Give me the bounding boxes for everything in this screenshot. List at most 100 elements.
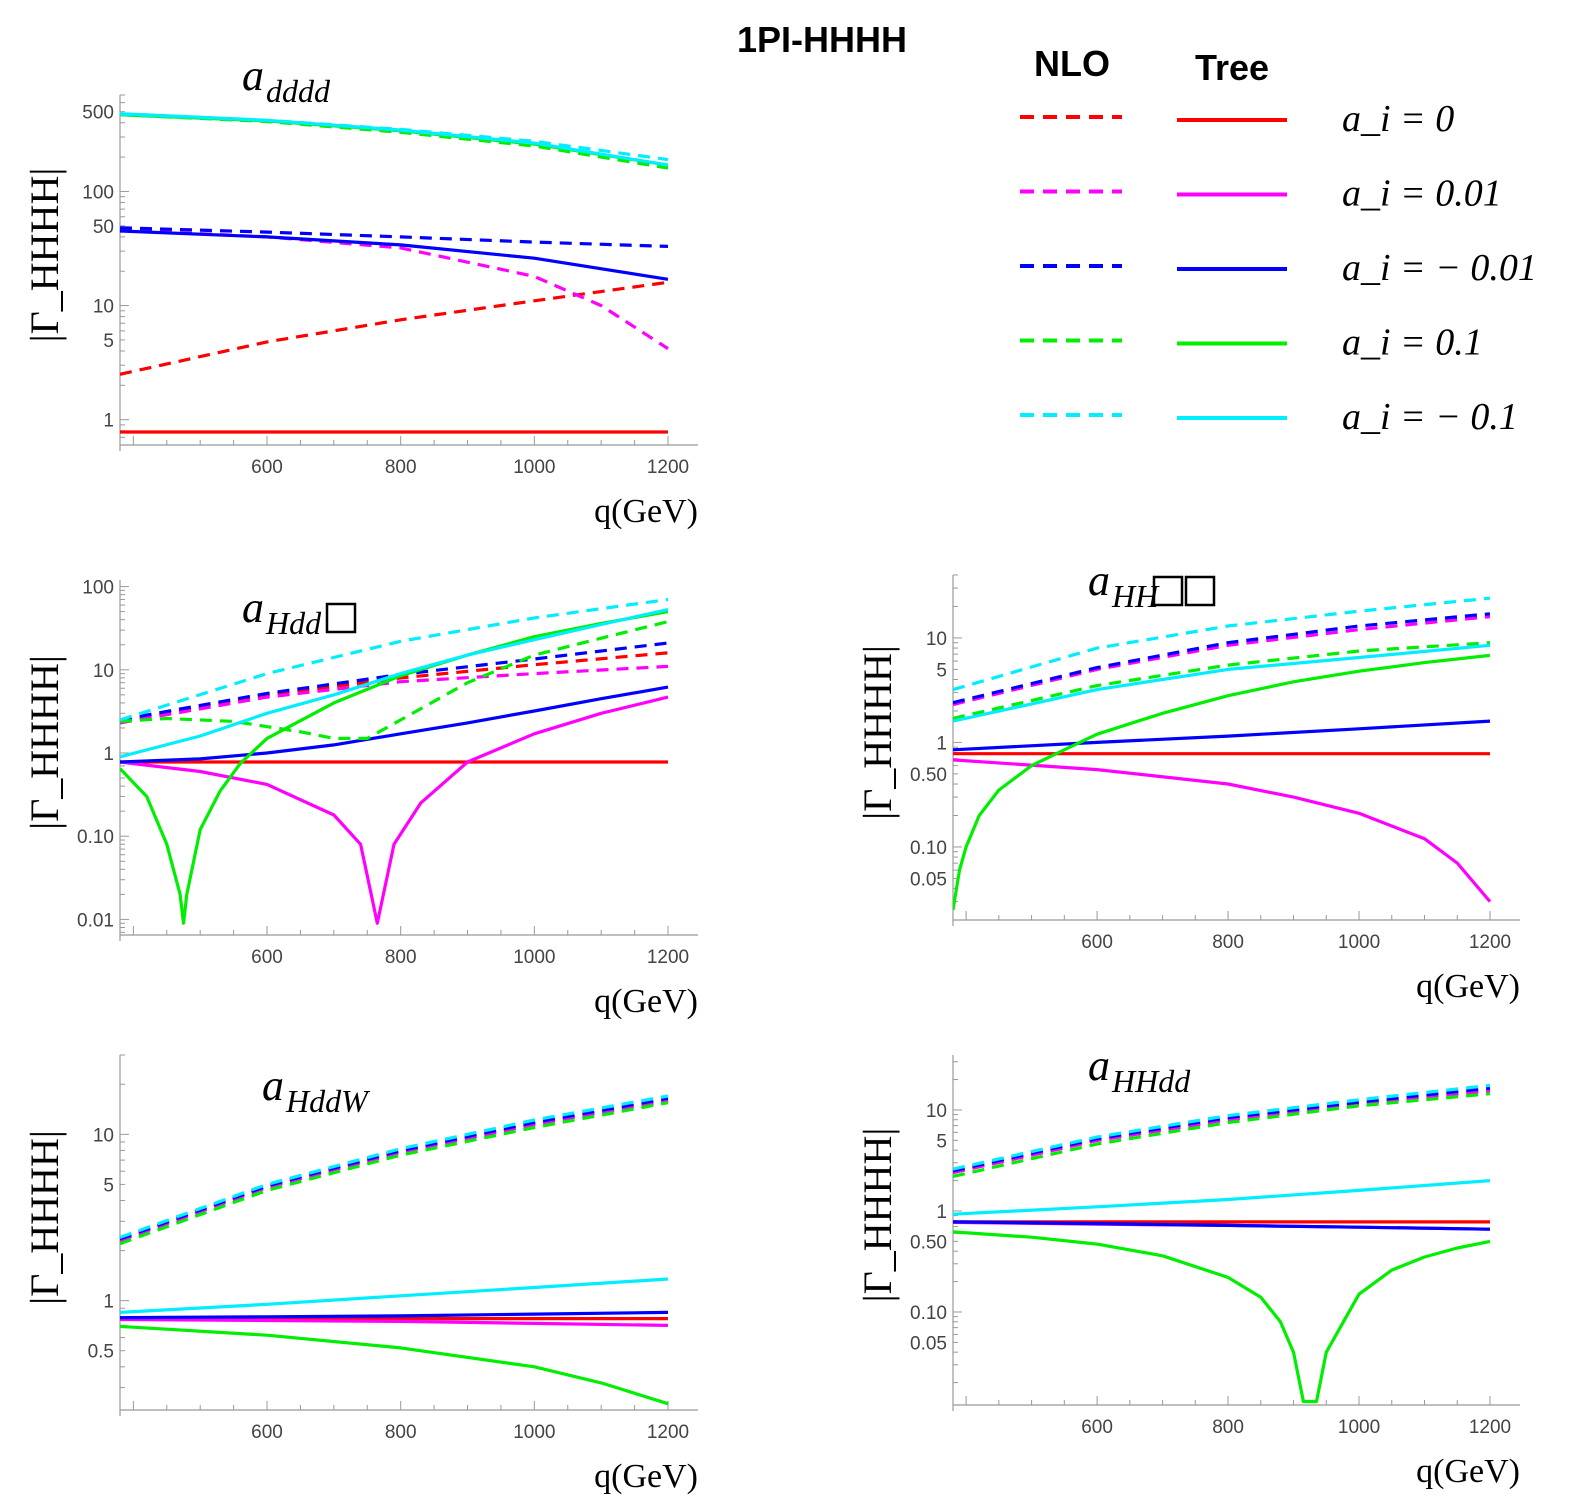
y-tick-label: 10 [93, 1125, 114, 1146]
series-group [953, 596, 1492, 911]
title-box-symbol [325, 602, 357, 634]
y-tick-label: 0.05 [910, 1333, 947, 1354]
panel-title-main: a [242, 51, 264, 100]
series-group [120, 112, 669, 434]
series-line-nlo [953, 596, 1491, 692]
series-line-tree [953, 758, 1492, 903]
x-tick-label: 800 [1212, 932, 1244, 953]
y-tick-label: 1 [103, 411, 114, 432]
y-axis-label: |Γ_HHHH| [855, 1128, 900, 1303]
figure-title: 1PI-HHHH [737, 19, 907, 60]
legend-header-tree: Tree [1195, 47, 1269, 88]
y-tick-label: 500 [82, 103, 114, 124]
series-group [953, 1083, 1491, 1404]
panel-title-main: a [242, 583, 264, 632]
y-tick-label: 10 [926, 629, 947, 650]
series-line-nlo [953, 641, 1491, 720]
series-line-tree [120, 1310, 669, 1320]
x-axis-label: q(GeV) [1416, 1453, 1520, 1490]
series-line-tree [120, 1324, 669, 1406]
chart-panel-3: 600 800 1000 1200 0.05 0.10 0.50 1 5 10 |Γ_HHHH| q(… [855, 556, 1520, 1005]
series-group [120, 1094, 669, 1406]
y-tick-label: 10 [93, 661, 114, 682]
series-line-nlo [953, 1092, 1491, 1178]
title-box-symbol [1152, 575, 1184, 607]
series-line-nlo [120, 113, 669, 170]
y-tick-label: 0.10 [77, 827, 114, 848]
series-line-nlo [120, 597, 669, 722]
series-line-tree [120, 229, 669, 281]
x-tick-label: 800 [385, 1422, 417, 1443]
y-tick-label: 5 [936, 1131, 947, 1152]
series-line-tree [120, 1277, 669, 1314]
series-line-tree [120, 685, 669, 764]
panel-title-sub: HHdd [1111, 1063, 1191, 1099]
series-line-nlo [120, 664, 669, 725]
panel-title: a HddW [262, 1061, 371, 1119]
x-tick-label: 600 [251, 947, 283, 968]
y-tick-label: 0.10 [910, 838, 947, 859]
x-tick-label: 1000 [513, 1422, 555, 1443]
panel-title-sub: HddW [285, 1083, 371, 1119]
x-axis-label: q(GeV) [1416, 968, 1520, 1005]
x-tick-label: 1200 [647, 457, 689, 478]
panel-title: a dddd [242, 51, 331, 109]
y-tick-label: 1 [936, 733, 947, 754]
x-tick-label: 600 [1081, 932, 1113, 953]
x-tick-label: 1200 [1469, 932, 1511, 953]
panels: 600 800 1000 1200 1 5 10 50 100 500 |Γ_HHHH| q(GeV)… [22, 51, 1520, 1495]
series-line-nlo [120, 1101, 669, 1246]
y-tick-label: 5 [103, 331, 114, 352]
x-axis-label: q(GeV) [594, 983, 698, 1020]
series-line-tree [953, 1179, 1491, 1216]
series-line-nlo [120, 226, 669, 248]
series-line-nlo [120, 280, 669, 376]
y-tick-label: 5 [103, 1175, 114, 1196]
x-tick-label: 1000 [1338, 1417, 1380, 1438]
series-line-nlo [120, 651, 669, 723]
y-tick-label: 0.01 [77, 910, 114, 931]
y-tick-label: 100 [82, 578, 114, 599]
panel-title-main: a [1088, 1041, 1110, 1090]
chart-panel-1: 600 800 1000 1200 1 5 10 50 100 500 |Γ_HHHH| q(GeV)… [22, 51, 698, 530]
panel-title-main: a [1088, 556, 1110, 605]
series-line-nlo [953, 1089, 1491, 1175]
title-box-symbol [1184, 575, 1216, 607]
panel-title-main: a [262, 1061, 284, 1110]
y-tick-label: 1 [103, 744, 114, 765]
panel-title: a HH [1088, 556, 1216, 614]
y-tick-label: 0.05 [910, 869, 947, 890]
series-line-tree [953, 1220, 1491, 1231]
x-tick-label: 600 [1081, 1417, 1113, 1438]
series-line-tree [953, 653, 1491, 911]
panel-title-sub: HH [1111, 578, 1160, 614]
x-tick-label: 800 [385, 947, 417, 968]
series-line-nlo [120, 1098, 669, 1243]
series-line-nlo [120, 1098, 669, 1243]
x-axis-label: q(GeV) [594, 1458, 698, 1495]
panel-title: a Hdd [242, 583, 357, 641]
series-line-tree [953, 719, 1491, 752]
y-tick-label: 10 [93, 297, 114, 318]
legend-header-nlo: NLO [1034, 43, 1110, 84]
legend-label: a_i = 0.1 [1342, 322, 1483, 364]
series-line-nlo [953, 1086, 1491, 1173]
x-tick-label: 800 [385, 457, 417, 478]
series-line-tree [120, 112, 669, 167]
y-axis-label: |Γ_HHHH| [22, 1130, 67, 1305]
series-line-nlo [120, 620, 669, 740]
x-tick-label: 800 [1212, 1417, 1244, 1438]
y-tick-label: 100 [82, 182, 114, 203]
x-tick-label: 1000 [1338, 932, 1380, 953]
y-tick-label: 50 [93, 217, 114, 238]
y-tick-label: 0.50 [910, 1232, 947, 1253]
panel-title-sub: dddd [266, 73, 331, 109]
series-line-tree [953, 643, 1491, 723]
x-axis-label: q(GeV) [594, 493, 698, 530]
legend-label: a_i = − 0.01 [1342, 247, 1537, 289]
x-tick-label: 600 [251, 457, 283, 478]
legend-label: a_i = 0 [1342, 98, 1454, 140]
series-line-nlo [120, 228, 669, 350]
series-line-nlo [953, 1083, 1491, 1171]
